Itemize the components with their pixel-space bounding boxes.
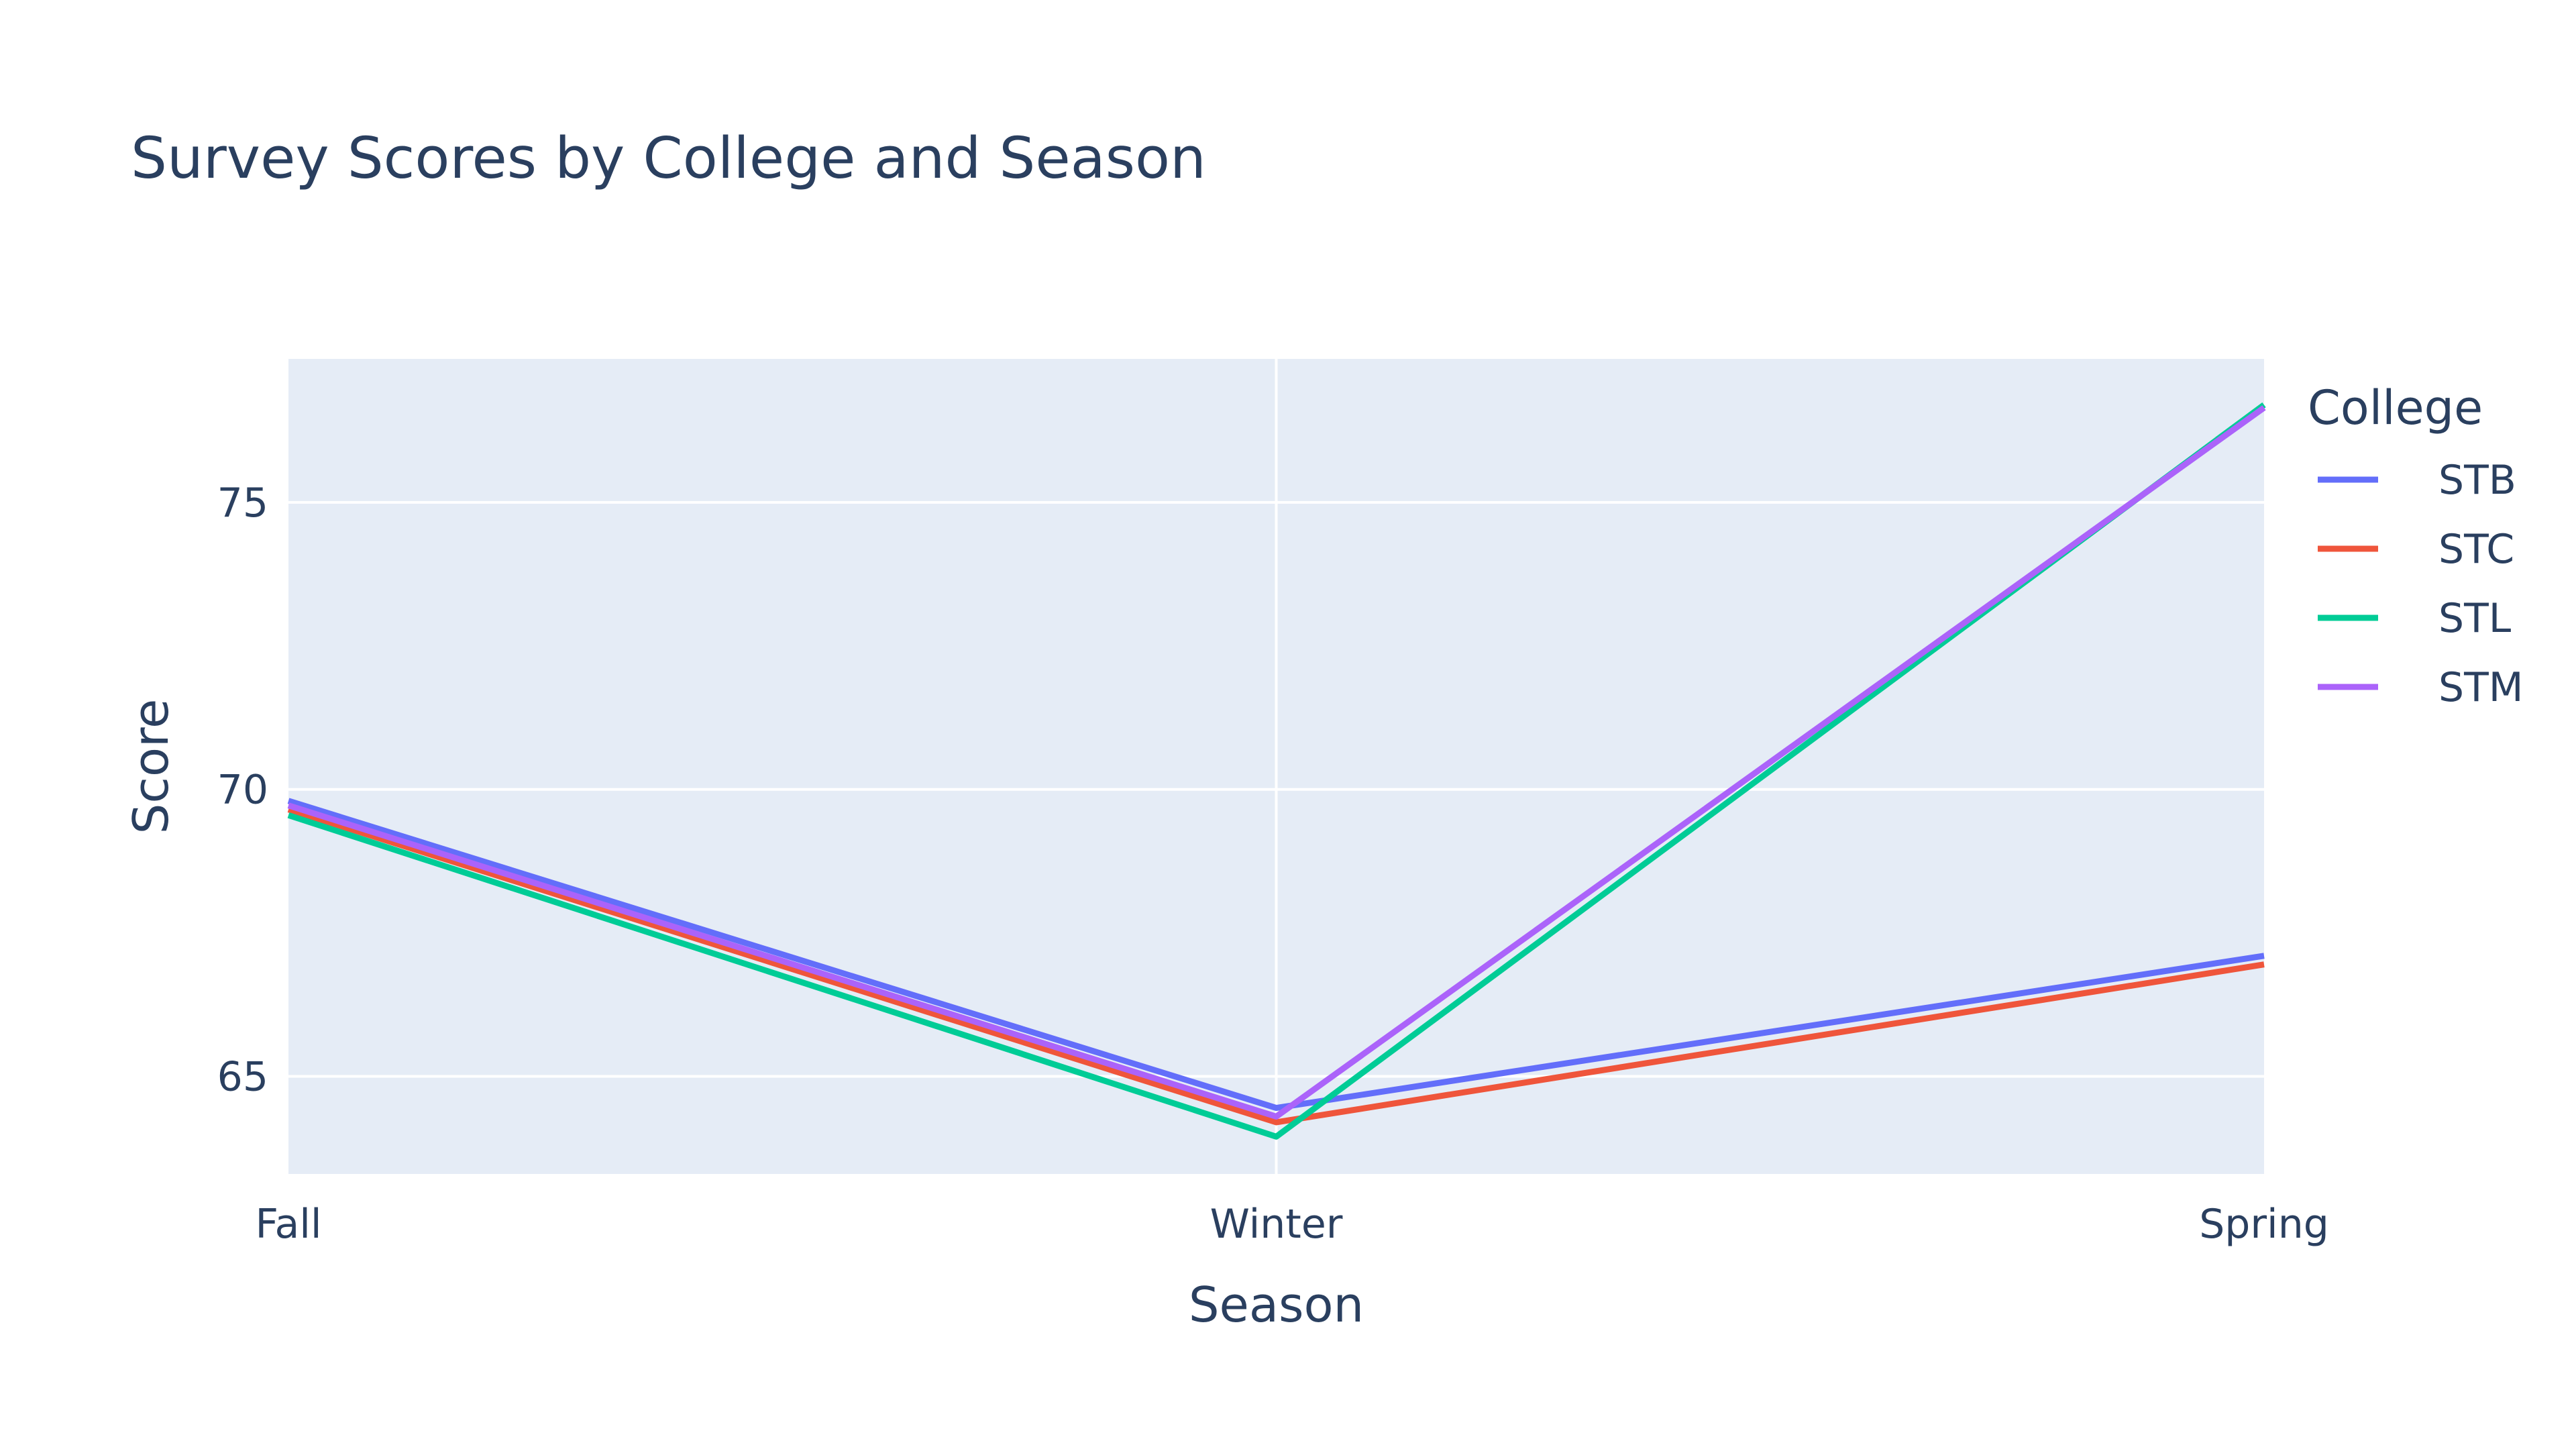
- series-line-stc[interactable]: [287, 806, 2265, 1126]
- y-axis-ticks: 65 70 75: [217, 480, 268, 1101]
- legend-title: College: [2308, 380, 2483, 435]
- y-tick-label: 65: [217, 1054, 268, 1101]
- legend-item-stl[interactable]: STL: [2318, 595, 2512, 642]
- legend-item-stb[interactable]: STB: [2318, 457, 2516, 504]
- series-line-stm[interactable]: [287, 405, 2266, 1120]
- series-line-stl[interactable]: [287, 402, 2266, 1140]
- series-lines: [287, 402, 2266, 1140]
- y-tick-label: 75: [217, 480, 268, 527]
- legend[interactable]: College STB STC STL STM: [2308, 380, 2524, 711]
- y-axis-title: Score: [123, 699, 179, 835]
- x-axis-title: Season: [1189, 1277, 1364, 1333]
- gridlines: [288, 359, 2264, 1174]
- legend-items[interactable]: STB STC STL STM: [2318, 457, 2524, 711]
- x-tick-label: Winter: [1210, 1201, 1343, 1248]
- x-tick-label: Fall: [255, 1201, 321, 1248]
- legend-label: STM: [2438, 664, 2524, 711]
- legend-label: STL: [2438, 595, 2512, 642]
- legend-item-stc[interactable]: STC: [2318, 526, 2514, 573]
- x-tick-label: Spring: [2199, 1201, 2329, 1248]
- y-tick-label: 70: [217, 767, 268, 814]
- legend-label: STC: [2438, 526, 2514, 573]
- chart-title: Survey Scores by College and Season: [131, 125, 1206, 192]
- x-axis-ticks: Fall Winter Spring: [255, 1201, 2328, 1248]
- series-line-stb[interactable]: [287, 798, 2265, 1112]
- legend-item-stm[interactable]: STM: [2318, 664, 2524, 711]
- legend-label: STB: [2438, 457, 2516, 504]
